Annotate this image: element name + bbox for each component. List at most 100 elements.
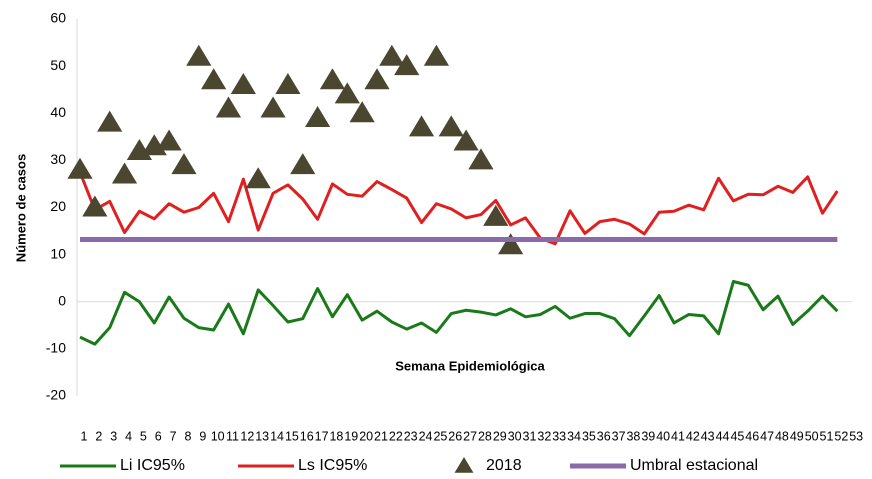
marker bbox=[394, 54, 420, 76]
x-tick-label: 44 bbox=[716, 429, 730, 443]
x-tick-label: 43 bbox=[701, 429, 715, 443]
x-tick-label: 9 bbox=[199, 429, 206, 443]
y-tick-label: -20 bbox=[46, 387, 66, 403]
x-tick-label: 33 bbox=[552, 429, 566, 443]
x-tick-label: 25 bbox=[433, 429, 447, 443]
x-tick-label: 49 bbox=[790, 429, 804, 443]
x-tick-label: 15 bbox=[285, 429, 299, 443]
marker bbox=[290, 153, 316, 175]
marker bbox=[82, 195, 108, 217]
marker bbox=[230, 72, 256, 94]
marker bbox=[498, 233, 524, 255]
x-tick-label: 6 bbox=[155, 429, 162, 443]
x-tick-label: 37 bbox=[612, 429, 626, 443]
x-tick-label: 18 bbox=[329, 429, 343, 443]
x-tick-label: 34 bbox=[567, 429, 581, 443]
x-tick-label: 31 bbox=[523, 429, 537, 443]
marker bbox=[171, 153, 197, 175]
x-tick-label: 41 bbox=[671, 429, 685, 443]
x-tick-label: 47 bbox=[760, 429, 774, 443]
x-tick-label: 39 bbox=[641, 429, 655, 443]
x-tick-label: 8 bbox=[184, 429, 191, 443]
x-tick-label: 7 bbox=[170, 429, 177, 443]
x-tick-label: 3 bbox=[110, 429, 117, 443]
x-tick-label: 17 bbox=[315, 429, 329, 443]
x-tick-label: 23 bbox=[404, 429, 418, 443]
x-tick-label: 11 bbox=[226, 429, 239, 443]
x-tick-label: 36 bbox=[597, 429, 611, 443]
x-tick-label: 35 bbox=[582, 429, 596, 443]
marker bbox=[334, 82, 360, 104]
y-tick-label: 40 bbox=[50, 104, 66, 120]
x-tick-label: 50 bbox=[805, 429, 819, 443]
marker bbox=[468, 148, 494, 170]
legend-label: Umbral estacional bbox=[630, 457, 758, 474]
marker bbox=[453, 129, 479, 151]
x-tick-label: 14 bbox=[270, 429, 284, 443]
marker bbox=[349, 101, 375, 123]
x-tick-label: 27 bbox=[463, 429, 477, 443]
y-tick-label: 30 bbox=[50, 151, 66, 167]
x-tick-label: 30 bbox=[508, 429, 522, 443]
x-tick-label: 32 bbox=[537, 429, 551, 443]
marker bbox=[364, 68, 390, 90]
marker bbox=[305, 105, 331, 127]
x-tick-label: 53 bbox=[849, 429, 863, 443]
x-tick-label: 46 bbox=[745, 429, 759, 443]
series-line bbox=[78, 171, 839, 246]
marker bbox=[379, 44, 405, 66]
x-tick-label: 24 bbox=[419, 429, 433, 443]
marker bbox=[438, 115, 464, 137]
marker bbox=[483, 204, 509, 226]
x-tick-label: 26 bbox=[448, 429, 462, 443]
marker bbox=[260, 96, 286, 118]
x-tick-label: 22 bbox=[389, 429, 403, 443]
x-tick-label: 51 bbox=[820, 429, 834, 443]
y-axis-title: Número de casos bbox=[13, 154, 28, 262]
x-tick-label: 45 bbox=[730, 429, 744, 443]
y-tick-label: -10 bbox=[46, 340, 66, 356]
x-tick-label: 1 bbox=[81, 429, 88, 443]
marker bbox=[201, 68, 227, 90]
legend-label: 2018 bbox=[486, 457, 522, 474]
marker bbox=[111, 162, 138, 184]
marker bbox=[408, 115, 435, 137]
x-tick-label: 2 bbox=[95, 429, 102, 443]
x-tick-label: 28 bbox=[478, 429, 492, 443]
marker bbox=[319, 68, 346, 90]
y-tick-label: 10 bbox=[50, 245, 66, 261]
x-tick-label: 12 bbox=[240, 429, 254, 443]
x-tick-label: 48 bbox=[775, 429, 789, 443]
marker bbox=[67, 157, 93, 179]
y-tick-label: 50 bbox=[50, 57, 66, 73]
x-tick-label: 4 bbox=[125, 429, 132, 443]
x-tick-label: 20 bbox=[359, 429, 373, 443]
marker bbox=[275, 72, 301, 94]
marker bbox=[423, 44, 449, 66]
x-tick-label: 29 bbox=[493, 429, 507, 443]
x-tick-label: 10 bbox=[211, 429, 225, 443]
y-tick-label: 0 bbox=[58, 292, 66, 308]
x-tick-label: 13 bbox=[255, 429, 269, 443]
legend-symbol bbox=[454, 457, 474, 473]
x-tick-label: 52 bbox=[834, 429, 848, 443]
marker bbox=[186, 44, 212, 66]
marker bbox=[215, 96, 242, 118]
x-tick-label: 42 bbox=[686, 429, 700, 443]
x-tick-label: 5 bbox=[140, 429, 147, 443]
marker bbox=[97, 110, 123, 132]
series-line bbox=[79, 279, 839, 346]
x-axis-title: Semana Epidemiológica bbox=[395, 358, 545, 373]
x-tick-label: 16 bbox=[300, 429, 314, 443]
marker bbox=[156, 129, 182, 151]
x-tick-label: 19 bbox=[344, 429, 358, 443]
marker bbox=[245, 167, 271, 189]
x-tick-label: 21 bbox=[374, 429, 388, 443]
x-tick-label: 40 bbox=[656, 429, 670, 443]
x-tick-label: 38 bbox=[626, 429, 640, 443]
legend-label: Li IC95% bbox=[120, 457, 185, 474]
y-tick-label: 20 bbox=[50, 198, 66, 214]
legend-label: Ls IC95% bbox=[298, 457, 367, 474]
y-tick-label: 60 bbox=[50, 10, 66, 26]
